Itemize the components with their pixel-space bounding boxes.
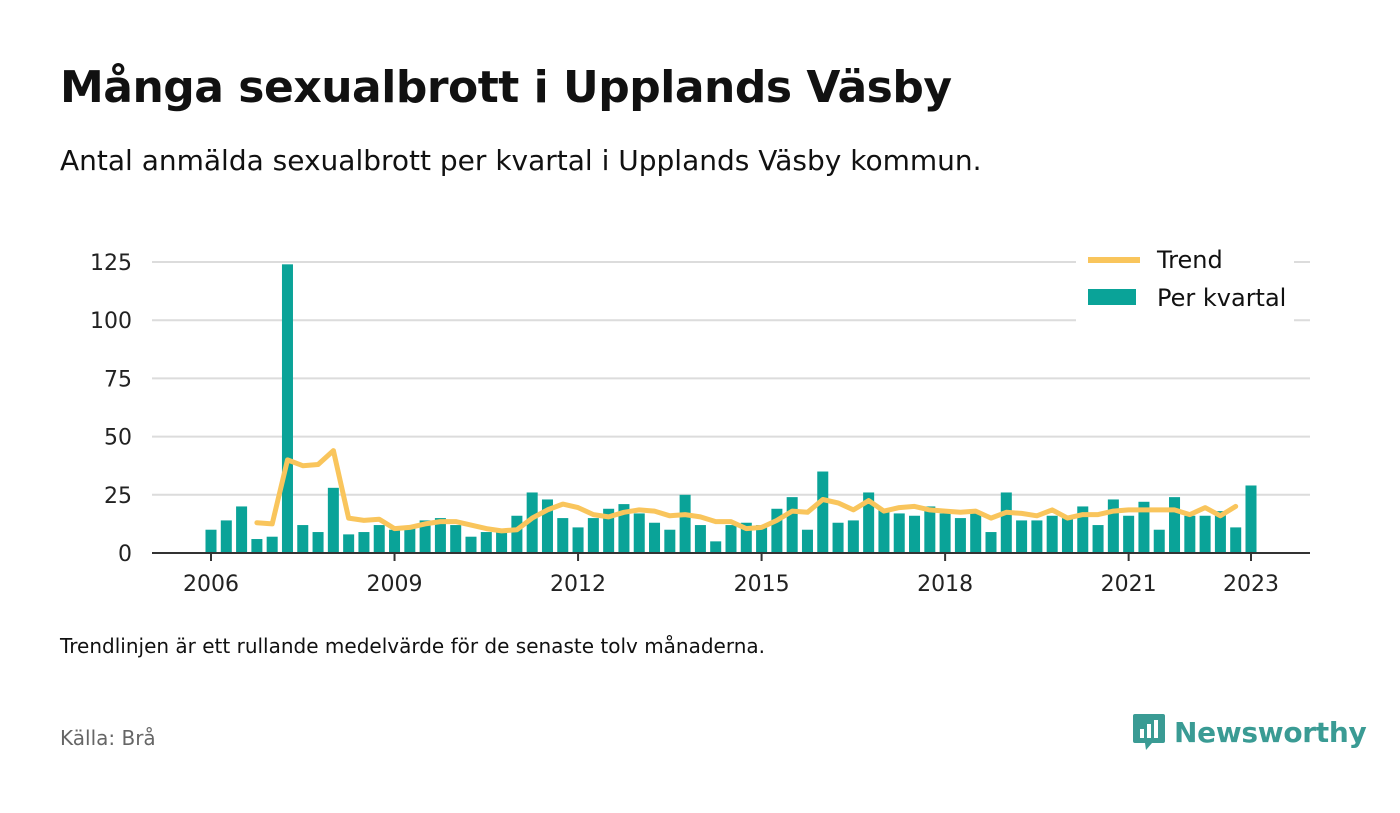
newsworthy-logo: Newsworthy: [1132, 712, 1367, 752]
y-tick-label: 100: [90, 309, 132, 334]
y-tick-label: 50: [104, 426, 132, 451]
bar: [557, 518, 569, 553]
bar: [450, 525, 462, 553]
footnote: Trendlinjen är ett rullande medelvärde f…: [60, 634, 766, 658]
bar: [541, 499, 553, 553]
bar: [1000, 492, 1012, 553]
x-tick-label: 2012: [550, 572, 606, 597]
bar: [893, 513, 905, 553]
bar: [817, 471, 829, 553]
bar: [1153, 529, 1165, 553]
y-tick-label: 75: [104, 367, 132, 392]
x-tick-label: 2006: [183, 572, 239, 597]
source-label: Källa: Brå: [60, 726, 156, 750]
bar: [633, 513, 645, 553]
bar: [1016, 520, 1028, 553]
bar: [694, 525, 706, 553]
bar: [1061, 518, 1073, 553]
legend: Trend Per kvartal: [1076, 236, 1294, 324]
bar: [587, 518, 599, 553]
bar: [205, 529, 217, 553]
bar: [526, 492, 538, 553]
legend-trend-label: Trend: [1156, 246, 1223, 274]
bar: [924, 506, 936, 553]
bar: [618, 504, 630, 553]
bar: [878, 508, 890, 553]
bar: [801, 529, 813, 553]
bar: [985, 532, 997, 553]
bar: [496, 532, 508, 553]
bar: [236, 506, 248, 553]
bar: [1077, 506, 1089, 553]
bar: [1230, 527, 1242, 553]
bar: [786, 497, 798, 553]
bar: [725, 525, 737, 553]
x-tick-label: 2021: [1101, 572, 1157, 597]
y-tick-label: 0: [118, 542, 132, 567]
bar: [740, 522, 752, 553]
bar: [1107, 499, 1119, 553]
bar: [954, 518, 966, 553]
bar: [404, 527, 416, 553]
chart-subtitle: Antal anmälda sexualbrott per kvartal i …: [60, 144, 982, 177]
bar: [1245, 485, 1257, 553]
bar: [1092, 525, 1104, 553]
bar: [434, 518, 446, 553]
bar: [863, 492, 875, 553]
y-tick-label: 125: [90, 251, 132, 276]
bar: [771, 508, 783, 553]
legend-bar-label: Per kvartal: [1157, 284, 1286, 312]
bar: [1199, 515, 1211, 553]
chart-icon: [1133, 714, 1165, 750]
bar: [756, 525, 768, 553]
chart-title: Många sexualbrott i Upplands Väsby: [60, 62, 952, 113]
bar: [297, 525, 309, 553]
bar: [1123, 515, 1135, 553]
bar: [389, 529, 401, 553]
bar: [649, 522, 661, 553]
bar: [970, 511, 982, 553]
bar: [1046, 515, 1058, 553]
bar: [281, 264, 293, 553]
bar: [710, 541, 722, 553]
brand-name: Newsworthy: [1174, 715, 1367, 749]
legend-bar-swatch: [1088, 289, 1136, 305]
x-tick-label: 2015: [734, 572, 790, 597]
bar: [909, 515, 921, 553]
bar: [358, 532, 370, 553]
bar: [832, 522, 844, 553]
bar: [419, 520, 431, 553]
bar: [664, 529, 676, 553]
bar: [266, 536, 278, 553]
bar: [1184, 515, 1196, 553]
trend-line: [254, 448, 1239, 534]
x-tick-label: 2009: [367, 572, 423, 597]
bar-line-chart: 0 25 50 75 100 125 2006 2009 2012 2015 2018 2021 202…: [90, 236, 1310, 597]
y-tick-label: 25: [104, 484, 132, 509]
bar: [465, 536, 477, 553]
bar: [603, 508, 615, 553]
bar: [679, 494, 691, 553]
bar: [1031, 520, 1043, 553]
bar: [847, 520, 859, 553]
bar: [1169, 497, 1181, 553]
bar: [343, 534, 355, 553]
bar: [312, 532, 324, 553]
legend-background: [1076, 236, 1294, 324]
x-tick-label: 2023: [1223, 572, 1279, 597]
bar: [327, 487, 339, 553]
bar: [373, 525, 385, 553]
trend-series: [254, 448, 1239, 534]
bar: [572, 527, 584, 553]
bar: [1214, 511, 1226, 553]
bar: [480, 532, 492, 553]
bar: [939, 513, 951, 553]
bar: [251, 539, 263, 553]
bar-series: [205, 264, 1257, 553]
x-tick-label: 2018: [917, 572, 973, 597]
bar: [220, 520, 232, 553]
axes: 0 25 50 75 100 125 2006 2009 2012 2015 2018 2021 202…: [90, 251, 1310, 597]
bar: [511, 515, 523, 553]
bar: [1138, 501, 1150, 553]
